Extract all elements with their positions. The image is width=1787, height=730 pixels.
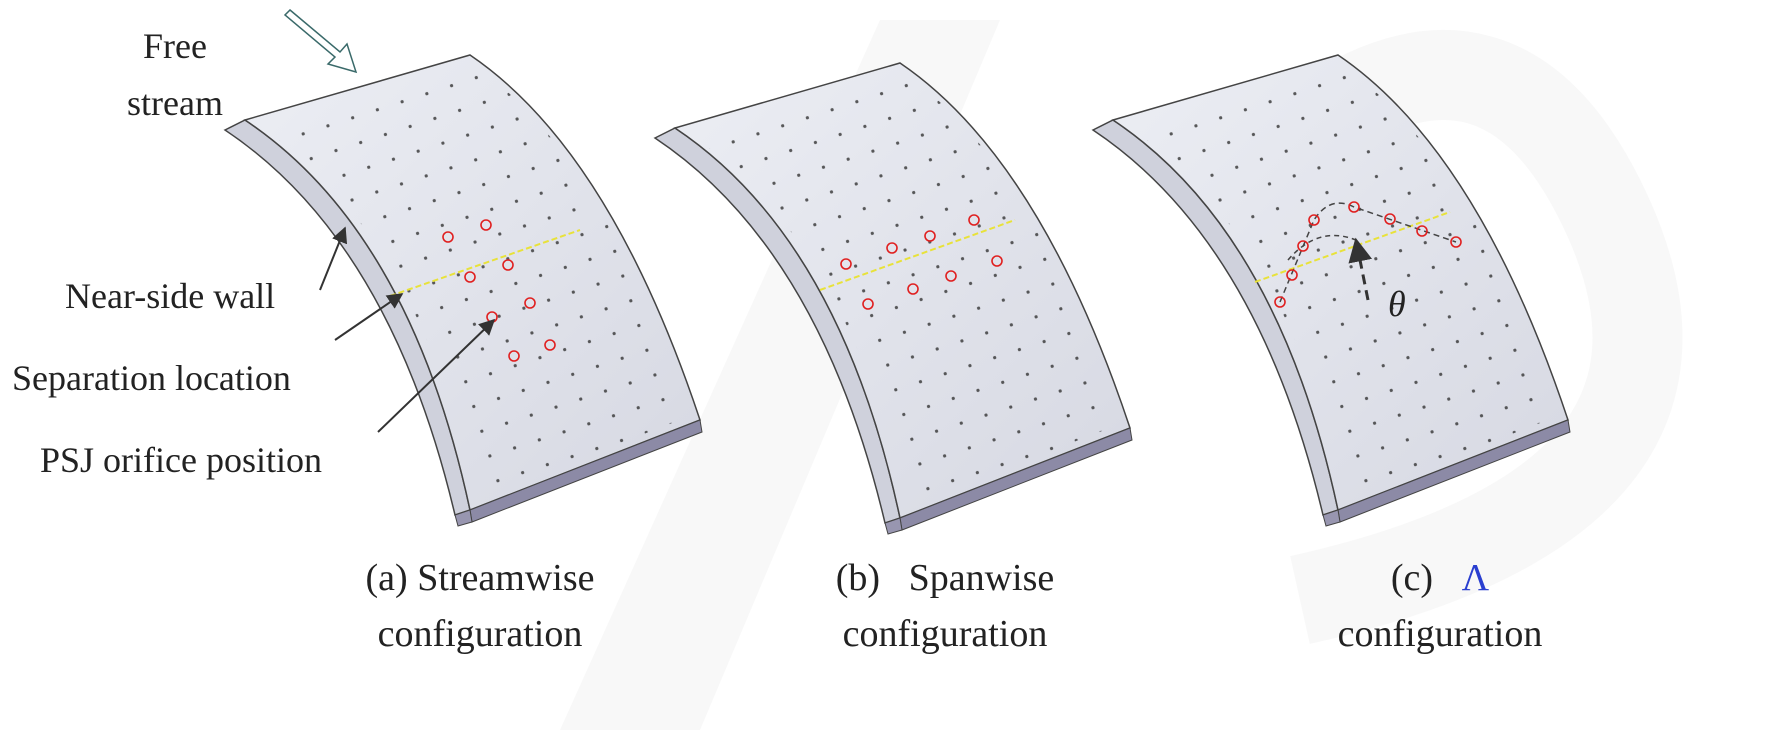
caption-b: configuration	[843, 613, 1048, 655]
free-stream-label: Free	[143, 26, 207, 66]
caption-part: Λ	[1462, 557, 1490, 599]
figure: θ Free stream Near-side wall Separation …	[0, 0, 1787, 730]
caption-c: (c) Λ	[1391, 557, 1490, 599]
caption-part: Spanwise	[909, 557, 1055, 599]
caption-a: (a) Streamwise	[366, 557, 595, 599]
separation-location-label: Separation location	[12, 358, 291, 398]
caption-part: (b)	[836, 557, 880, 599]
caption-a: configuration	[378, 613, 583, 655]
caption-part: (a)	[366, 557, 408, 599]
caption-c: configuration	[1338, 613, 1543, 655]
theta-label: θ	[1388, 284, 1406, 324]
near-side-wall-label: Near-side wall	[65, 276, 275, 316]
flow-arrow	[285, 10, 356, 72]
free-stream-label: stream	[127, 83, 223, 123]
caption-part: (c)	[1391, 557, 1433, 599]
psj-orifice-label: PSJ orifice position	[40, 440, 322, 480]
caption-b: (b) Spanwise	[836, 557, 1054, 599]
caption-part: Streamwise	[417, 557, 594, 599]
